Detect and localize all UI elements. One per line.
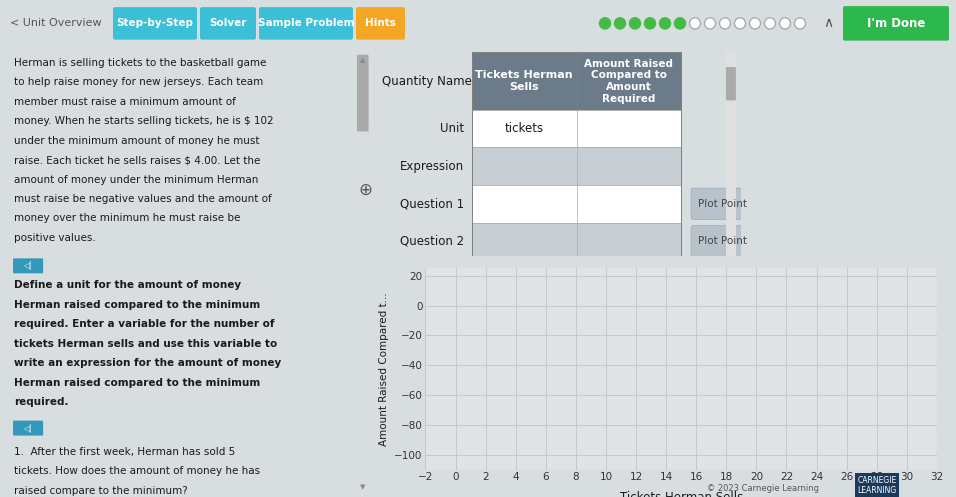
FancyBboxPatch shape xyxy=(472,148,681,185)
Text: ▲: ▲ xyxy=(360,57,365,63)
FancyBboxPatch shape xyxy=(472,223,681,260)
Text: under the minimum amount of money he must: under the minimum amount of money he mus… xyxy=(14,136,259,146)
Text: ⊕: ⊕ xyxy=(358,181,373,199)
Text: Herman raised compared to the minimum: Herman raised compared to the minimum xyxy=(14,378,260,388)
Text: Step-by-Step: Step-by-Step xyxy=(117,18,193,28)
Text: required. Enter a variable for the number of: required. Enter a variable for the numbe… xyxy=(14,319,274,330)
FancyBboxPatch shape xyxy=(13,258,43,273)
Circle shape xyxy=(734,18,746,29)
Text: Hints: Hints xyxy=(365,18,396,28)
Circle shape xyxy=(720,18,730,29)
FancyBboxPatch shape xyxy=(357,55,369,132)
Text: Amount Raised
Compared to
Amount
Required: Amount Raised Compared to Amount Require… xyxy=(584,59,673,103)
Circle shape xyxy=(689,18,701,29)
Text: 1.  After the first week, Herman has sold 5: 1. After the first week, Herman has sold… xyxy=(14,447,235,457)
Text: must raise be negative values and the amount of: must raise be negative values and the am… xyxy=(14,194,272,204)
Circle shape xyxy=(615,18,625,29)
X-axis label: Tickets Herman Sells: Tickets Herman Sells xyxy=(619,491,743,497)
Circle shape xyxy=(660,18,670,29)
Text: Expression: Expression xyxy=(400,160,464,172)
Text: CARNEGIE
LEARNING: CARNEGIE LEARNING xyxy=(858,476,897,495)
Text: Tickets Herman
Sells: Tickets Herman Sells xyxy=(475,70,573,92)
Circle shape xyxy=(705,18,715,29)
Circle shape xyxy=(629,18,641,29)
Circle shape xyxy=(750,18,761,29)
Text: Herman is selling tickets to the basketball game: Herman is selling tickets to the basketb… xyxy=(14,58,267,68)
Circle shape xyxy=(675,18,685,29)
FancyBboxPatch shape xyxy=(691,226,755,257)
Text: ◁|: ◁| xyxy=(24,261,33,270)
Text: Question 1: Question 1 xyxy=(400,197,464,210)
Text: ◁|: ◁| xyxy=(24,423,33,432)
Circle shape xyxy=(599,18,611,29)
Text: raise. Each ticket he sells raises $ 4.00. Let the: raise. Each ticket he sells raises $ 4.0… xyxy=(14,155,260,165)
Text: Plot Point: Plot Point xyxy=(699,237,748,247)
FancyBboxPatch shape xyxy=(726,67,736,100)
Text: © 2023 Carnegie Learning: © 2023 Carnegie Learning xyxy=(707,484,819,493)
Text: Herman raised compared to the minimum: Herman raised compared to the minimum xyxy=(14,300,260,310)
Text: raised compare to the minimum?: raised compare to the minimum? xyxy=(14,486,187,496)
Circle shape xyxy=(794,18,806,29)
Text: Quantity Name: Quantity Name xyxy=(382,75,472,87)
FancyBboxPatch shape xyxy=(13,420,43,435)
Text: Question 2: Question 2 xyxy=(400,235,464,248)
Circle shape xyxy=(644,18,656,29)
Text: Sample Problem: Sample Problem xyxy=(258,18,355,28)
Text: money. When he starts selling tickets, he is $ 102: money. When he starts selling tickets, h… xyxy=(14,116,273,126)
Text: tickets Herman sells and use this variable to: tickets Herman sells and use this variab… xyxy=(14,339,277,349)
Y-axis label: Amount Raised Compared t...: Amount Raised Compared t... xyxy=(379,292,389,446)
Text: money over the minimum he must raise be: money over the minimum he must raise be xyxy=(14,213,240,224)
Text: tickets. How does the amount of money he has: tickets. How does the amount of money he… xyxy=(14,466,260,476)
Text: Plot Point: Plot Point xyxy=(699,199,748,209)
FancyBboxPatch shape xyxy=(200,7,256,40)
Text: ∧: ∧ xyxy=(823,16,833,30)
Text: required.: required. xyxy=(14,397,69,407)
Text: < Unit Overview: < Unit Overview xyxy=(10,18,101,28)
FancyBboxPatch shape xyxy=(356,7,405,40)
FancyBboxPatch shape xyxy=(843,6,949,41)
Text: amount of money under the minimum Herman: amount of money under the minimum Herman xyxy=(14,174,258,184)
Text: positive values.: positive values. xyxy=(14,233,96,243)
FancyBboxPatch shape xyxy=(691,188,755,220)
FancyBboxPatch shape xyxy=(726,52,736,256)
FancyBboxPatch shape xyxy=(472,52,681,110)
Text: to help raise money for new jerseys. Each team: to help raise money for new jerseys. Eac… xyxy=(14,77,263,87)
FancyBboxPatch shape xyxy=(472,185,681,223)
FancyBboxPatch shape xyxy=(472,110,681,148)
Text: Solver: Solver xyxy=(209,18,247,28)
Text: Define a unit for the amount of money: Define a unit for the amount of money xyxy=(14,280,241,290)
Text: ▼: ▼ xyxy=(360,484,365,490)
Circle shape xyxy=(765,18,775,29)
Text: member must raise a minimum amount of: member must raise a minimum amount of xyxy=(14,96,236,107)
Text: I'm Done: I'm Done xyxy=(867,17,925,30)
Circle shape xyxy=(779,18,791,29)
FancyBboxPatch shape xyxy=(113,7,197,40)
Text: tickets: tickets xyxy=(505,122,544,135)
Text: Unit: Unit xyxy=(440,122,464,135)
Text: write an expression for the amount of money: write an expression for the amount of mo… xyxy=(14,358,281,368)
FancyBboxPatch shape xyxy=(259,7,353,40)
